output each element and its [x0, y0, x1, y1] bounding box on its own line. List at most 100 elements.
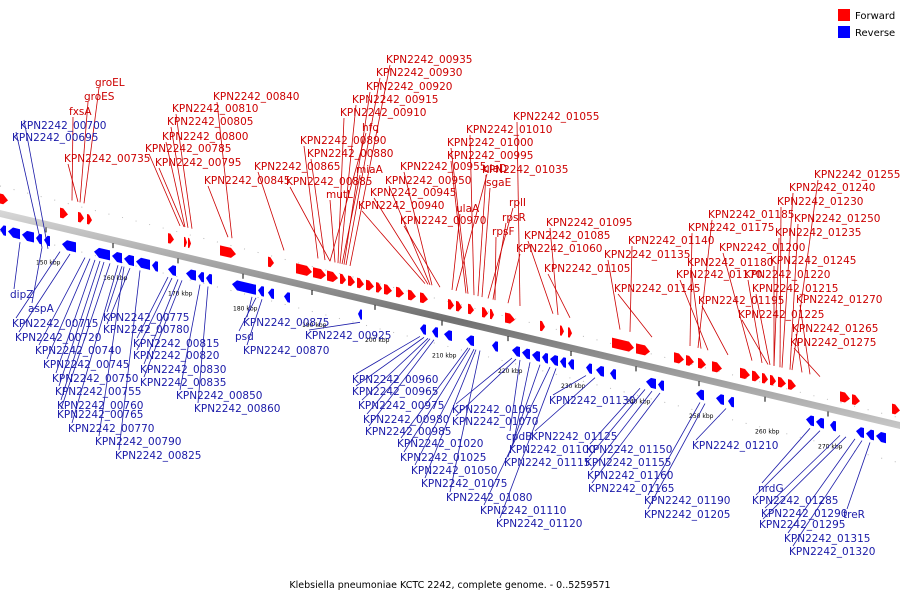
forward-gene-arrow: [840, 391, 850, 403]
leader-kpn2242-01165: [591, 392, 661, 484]
leader-kpn2242-01220: [747, 279, 763, 364]
gene-label-kpn2242-00845: KPN2242_00845: [204, 175, 290, 187]
gene-label-kpn2242-01250: KPN2242_01250: [794, 213, 880, 225]
leader-groel: [83, 87, 100, 204]
leader-kpn2242-00735: [67, 163, 79, 202]
gene-label-kpn2242-01060: KPN2242_01060: [516, 243, 602, 255]
leader-kpn2242-00845: [207, 185, 229, 238]
reverse-gene-arrow: [168, 265, 176, 276]
leader-kpn2242-00815: [136, 276, 169, 339]
leader-kpn2242-01095: [549, 227, 559, 315]
axis-tick-label: 230 kbp: [561, 383, 586, 390]
leader-kpn2242-01080: [449, 350, 481, 493]
reverse-gene-arrow: [876, 432, 886, 444]
reverse-gene-arrow: [284, 292, 290, 303]
genome-backbone: [0, 210, 900, 429]
gene-label-kpn2242-00695: KPN2242_00695: [12, 132, 98, 144]
leader-kpn2242-01100: [512, 362, 531, 445]
leader-kpn2242-01185: [697, 219, 713, 348]
gene-label-kpn2242-01095: KPN2242_01095: [546, 217, 632, 229]
gene-label-kpn2242-00960: KPN2242_00960: [352, 374, 438, 386]
leader-kpn2242-00825: [118, 270, 141, 451]
forward-gene-arrow: [540, 320, 545, 332]
leader-kpn2242-00910: [337, 117, 345, 264]
gene-label-kpn2242-01010: KPN2242_01010: [466, 124, 552, 136]
reverse-gene-arrow: [44, 235, 50, 247]
gene-label-kpn2242-00965: KPN2242_00965: [352, 386, 438, 398]
forward-gene-arrow: [357, 277, 364, 289]
leader-kpn2242-00940: [361, 210, 426, 284]
forward-gene-arrow: [674, 352, 684, 364]
gene-label-kpn2242-01065: KPN2242_01065: [452, 404, 538, 416]
reverse-gene-arrow: [806, 415, 814, 427]
gene-label-kpn2242-00850: KPN2242_00850: [176, 390, 262, 402]
reverse-gene-arrow: [728, 396, 734, 408]
gene-label-kpn2242-01120: KPN2242_01120: [496, 518, 582, 530]
leader-kpn2242-01075: [424, 349, 477, 479]
gene-label-kpn2242-01285: KPN2242_01285: [752, 495, 838, 507]
gene-label-hfq: hfq: [362, 122, 379, 134]
leader-kpn2242-01105: [547, 273, 571, 318]
forward-gene-arrow: [188, 237, 191, 249]
leader-kpn2242-01070: [455, 358, 517, 417]
gene-label-kpn2242-00840: KPN2242_00840: [213, 91, 299, 103]
leader-kpn2242-00785: [148, 153, 181, 227]
leader-kpn2242-01285: [755, 430, 821, 496]
leader-kpn2242-01050: [414, 348, 475, 466]
leader-kpn2242-01275: [793, 347, 821, 377]
gene-label-kpn2242-01245: KPN2242_01245: [770, 255, 856, 267]
forward-gene-arrow: [560, 325, 564, 336]
gene-label-kpn2242-01240: KPN2242_01240: [789, 182, 875, 194]
gene-label-kpn2242-01140: KPN2242_01140: [628, 235, 714, 247]
forward-gene-arrow: [268, 256, 274, 268]
reverse-gene-arrow: [258, 286, 264, 297]
gene-label-kpn2242-00885: KPN2242_00885: [286, 176, 372, 188]
gene-label-kpn2242-00935: KPN2242_00935: [386, 54, 472, 66]
reverse-gene-arrow: [716, 394, 724, 406]
reverse-gene-arrow: [466, 335, 474, 347]
gene-label-kpn2242-01200: KPN2242_01200: [719, 242, 805, 254]
gene-label-kpn2242-01080: KPN2242_01080: [446, 492, 532, 504]
leader-ulaa: [451, 213, 461, 291]
forward-gene-arrow: [313, 267, 326, 280]
legend-forward-label: Forward: [855, 11, 895, 22]
reverse-gene-arrow: [124, 254, 134, 267]
leader-kpn2242-00715: [15, 251, 61, 319]
axis-tick-label: 160 kbp: [103, 275, 128, 282]
axis-tick-label: 200 kbp: [365, 337, 390, 344]
reverse-gene-track: [0, 225, 886, 444]
gene-label-kpn2242-01130: KPN2242_01130: [549, 395, 635, 407]
forward-guide-track: [0, 185, 900, 419]
reverse-gene-arrow: [568, 359, 574, 370]
leader-kpn2242-01060: [507, 253, 521, 304]
forward-gene-arrow: [376, 282, 382, 293]
gene-label-psd: psd: [235, 331, 254, 343]
leader-kpn2242-00775: [106, 266, 123, 313]
gene-label-kpn2242-01290: KPN2242_01290: [761, 508, 847, 520]
gene-label-kpn2242-00720: KPN2242_00720: [15, 332, 101, 344]
axis-tick-label: 270 kbp: [818, 444, 843, 451]
reverse-gene-arrow: [532, 350, 540, 362]
gene-label-kpn2242-01315: KPN2242_01315: [784, 533, 870, 545]
leader-kpn2242-01205: [647, 403, 706, 510]
gene-label-ulaa: ulaA: [456, 203, 480, 215]
gene-label-kpn2242-01235: KPN2242_01235: [775, 227, 861, 239]
leader-kpn2242-00750: [55, 259, 96, 374]
leader-kpn2242-00745: [46, 258, 91, 360]
gene-label-kpn2242-01070: KPN2242_01070: [452, 416, 538, 428]
forward-gene-arrow: [448, 299, 454, 310]
gene-label-kpn2242-01000: KPN2242_01000: [447, 137, 533, 149]
gene-label-kpn2242-01225: KPN2242_01225: [738, 309, 824, 321]
leader-kpn2242-01190: [647, 402, 701, 496]
forward-gene-arrow: [698, 357, 706, 369]
reverse-gene-arrow: [586, 363, 592, 374]
leader-kpn2242-00755: [58, 260, 101, 387]
reverse-gene-arrow: [420, 324, 426, 335]
axis-tick-label: 210 kbp: [432, 353, 457, 360]
leader-kpn2242-01035: [477, 174, 487, 297]
leader-kpn2242-00810: [175, 113, 193, 229]
reverse-gene-arrow: [560, 357, 566, 368]
leader-kpn2242-00740: [38, 257, 86, 346]
leader-kpn2242-01130: [552, 375, 587, 396]
leader-kpn2242-00695: [15, 131, 43, 248]
